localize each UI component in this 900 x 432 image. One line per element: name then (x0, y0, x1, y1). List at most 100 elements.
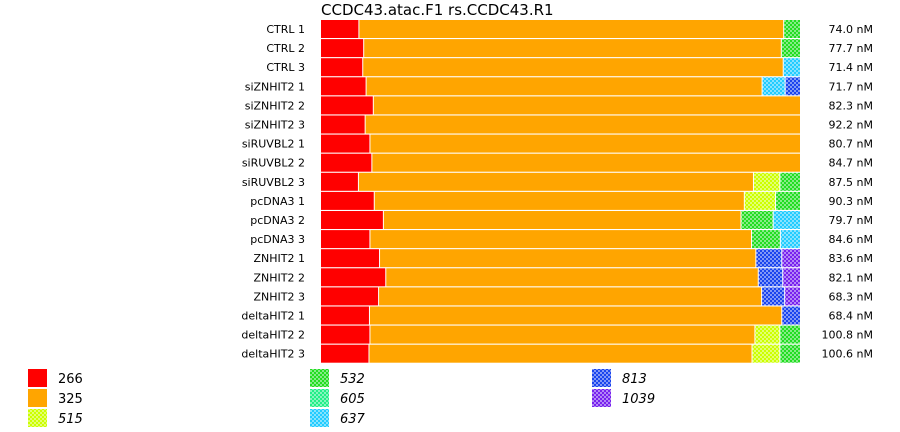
bar-segment-325 (366, 77, 762, 96)
bar-segment-325 (379, 287, 762, 306)
legend-label: 605 (340, 392, 365, 407)
legend-swatch (310, 369, 329, 387)
bar-row-znhit2-3: ZNHIT2 3 68.3 nM (254, 287, 873, 306)
row-label: siZNHIT2 2 (245, 99, 305, 112)
bar-segment-325 (370, 230, 752, 249)
legend-item-266: 266 (28, 369, 83, 387)
bar-row-znhit2-2: ZNHIT2 2 82.1 nM (254, 268, 873, 287)
bar-segment-325 (370, 134, 800, 153)
bar-segment-325 (364, 39, 781, 58)
bar-segment-325 (374, 191, 744, 210)
bar-segment-266 (321, 39, 364, 58)
bar-segment-266 (321, 134, 370, 153)
legend-item-637: 637 (310, 409, 366, 427)
bar-segment-266 (321, 268, 386, 287)
bar-segment-266 (321, 230, 370, 249)
legend-item-813: 813 (592, 369, 647, 387)
concentration-label: 71.4 nM (829, 61, 873, 74)
bar-segment-813 (758, 268, 783, 287)
bar-row-ctrl-2: CTRL 2 77.7 nM (266, 39, 873, 58)
bar-row-pcdna3-1: pcDNA3 1 90.3 nM (250, 191, 873, 210)
bar-segment-532 (752, 230, 780, 249)
bar-segment-532 (776, 191, 800, 210)
row-label: pcDNA3 1 (250, 195, 305, 208)
concentration-label: 84.6 nM (829, 233, 873, 246)
legend-item-1039: 1039 (592, 389, 655, 407)
concentration-label: 84.7 nM (829, 157, 873, 170)
bar-row-znhit2-1: ZNHIT2 1 83.6 nM (254, 249, 873, 268)
bar-segment-266 (321, 211, 383, 229)
row-label: deltaHIT2 2 (241, 329, 305, 342)
bar-segment-266 (321, 249, 380, 268)
row-label: pcDNA3 3 (250, 233, 305, 246)
bar-row-siruvbl2-2: siRUVBL2 2 84.7 nM (242, 153, 873, 172)
concentration-label: 79.7 nM (829, 214, 873, 227)
concentration-label: 90.3 nM (829, 195, 873, 208)
bar-segment-325 (372, 153, 800, 172)
bar-segment-813 (785, 77, 800, 96)
bar-segment-532 (784, 20, 800, 38)
legend-label: 325 (58, 392, 83, 407)
bar-segment-266 (321, 20, 359, 38)
row-label: CTRL 1 (266, 23, 305, 36)
concentration-label: 100.8 nM (822, 329, 873, 342)
bar-segment-532 (780, 172, 800, 191)
row-label: siRUVBL2 3 (242, 176, 305, 189)
bar-row-siznhit2-1: siZNHIT2 1 71.7 nM (245, 77, 873, 96)
legend-label: 813 (622, 372, 647, 387)
bar-segment-637 (783, 58, 800, 77)
legend-swatch (592, 389, 611, 407)
bar-segment-266 (321, 191, 374, 210)
bar-segment-266 (321, 77, 366, 96)
bar-segment-515 (755, 325, 780, 344)
legend-label: 515 (58, 412, 83, 427)
concentration-label: 100.6 nM (822, 348, 873, 361)
bar-rows: CTRL 1 74.0 nM CTRL 2 77.7 nM CTRL 3 71.4 nM s… (241, 20, 873, 363)
row-label: siRUVBL2 2 (242, 157, 305, 170)
bar-segment-532 (780, 325, 800, 344)
legend-swatch (592, 369, 611, 387)
concentration-label: 87.5 nM (829, 176, 873, 189)
concentration-label: 68.4 nM (829, 310, 873, 323)
bar-segment-515 (752, 344, 780, 363)
row-label: ZNHIT2 1 (254, 252, 306, 265)
bar-segment-813 (762, 287, 785, 306)
bar-row-deltahit2-2: deltaHIT2 2 100.8 nM (241, 325, 873, 344)
bar-row-deltahit2-3: deltaHIT2 3 100.6 nM (241, 344, 873, 363)
bar-segment-325 (380, 249, 756, 268)
bar-segment-325 (359, 20, 784, 38)
bar-segment-325 (383, 211, 741, 229)
row-label: siZNHIT2 1 (245, 80, 305, 93)
bar-segment-325 (369, 344, 752, 363)
bar-segment-266 (321, 153, 372, 172)
bar-segment-532 (780, 344, 800, 363)
bar-segment-325 (369, 306, 782, 325)
bar-segment-637 (780, 230, 800, 249)
concentration-label: 68.3 nM (829, 290, 873, 303)
bar-row-ctrl-3: CTRL 3 71.4 nM (266, 58, 873, 77)
bar-segment-532 (781, 39, 800, 58)
legend-swatch (28, 409, 47, 427)
row-label: siRUVBL2 1 (242, 138, 305, 151)
bar-segment-266 (321, 115, 365, 134)
bar-segment-325 (363, 58, 783, 77)
legend-item-532: 532 (310, 369, 365, 387)
legend: 266 325 515 532 605 637 813 1039 (28, 369, 655, 427)
bar-segment-266 (321, 58, 363, 77)
bar-segment-637 (773, 211, 800, 229)
bar-segment-515 (744, 191, 776, 210)
legend-label: 266 (58, 372, 83, 387)
chart-title: CCDC43.atac.F1 rs.CCDC43.R1 (321, 1, 554, 19)
legend-label: 532 (340, 372, 365, 387)
legend-item-605: 605 (310, 389, 365, 407)
bar-segment-813 (756, 249, 782, 268)
row-label: siZNHIT2 3 (245, 119, 305, 132)
bar-segment-813 (782, 306, 800, 325)
row-label: deltaHIT2 1 (241, 310, 305, 323)
concentration-label: 77.7 nM (829, 42, 873, 55)
legend-swatch (28, 369, 47, 387)
row-label: pcDNA3 2 (250, 214, 305, 227)
bar-segment-515 (753, 172, 780, 191)
row-label: deltaHIT2 3 (241, 348, 305, 361)
